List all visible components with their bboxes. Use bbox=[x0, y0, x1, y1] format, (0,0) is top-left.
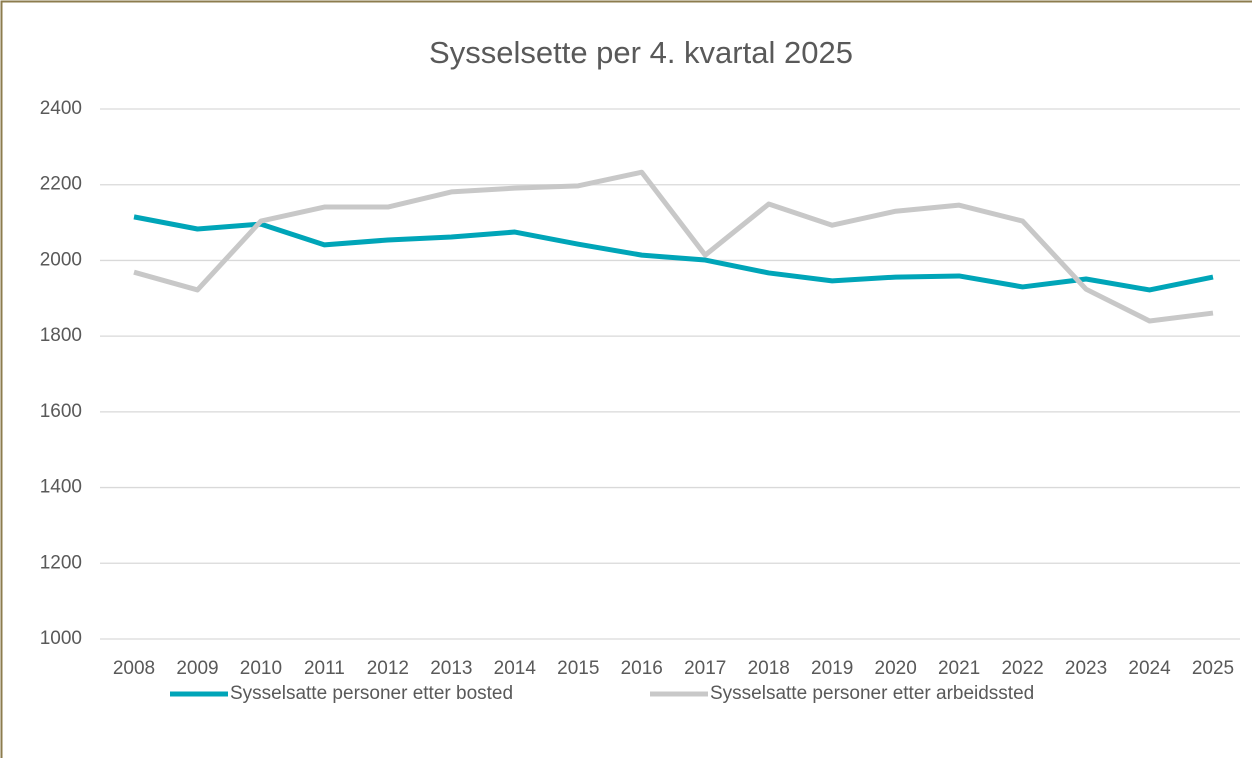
legend-label: Sysselsatte personer etter arbeidssted bbox=[710, 683, 1034, 704]
chart-title: Sysselsette per 4. kvartal 2025 bbox=[429, 35, 853, 70]
x-tick-label: 2011 bbox=[304, 658, 345, 679]
x-tick-label: 2019 bbox=[811, 658, 853, 679]
y-tick-label: 2400 bbox=[40, 98, 82, 119]
y-tick-label: 1400 bbox=[40, 477, 82, 498]
x-tick-label: 2013 bbox=[430, 658, 472, 679]
x-tick-label: 2024 bbox=[1128, 658, 1171, 679]
x-tick-label: 2017 bbox=[684, 658, 726, 679]
y-tick-label: 2200 bbox=[40, 174, 82, 195]
x-tick-label: 2025 bbox=[1192, 658, 1234, 679]
y-tick-label: 1200 bbox=[40, 552, 82, 573]
x-tick-label: 2008 bbox=[113, 658, 155, 679]
y-tick-label: 1600 bbox=[40, 401, 82, 422]
y-tick-label: 1800 bbox=[40, 325, 82, 346]
y-tick-label: 1000 bbox=[40, 628, 82, 649]
x-tick-label: 2016 bbox=[621, 658, 663, 679]
x-tick-label: 2018 bbox=[748, 658, 790, 679]
legend-label: Sysselsatte personer etter bosted bbox=[230, 683, 513, 704]
x-tick-label: 2023 bbox=[1065, 658, 1107, 679]
series-line bbox=[133, 214, 1214, 293]
x-tick-label: 2015 bbox=[557, 658, 599, 679]
x-tick-label: 2010 bbox=[240, 658, 282, 679]
x-tick-label: 2021 bbox=[938, 658, 980, 679]
x-tick-label: 2020 bbox=[875, 658, 917, 679]
x-tick-label: 2014 bbox=[494, 658, 537, 679]
x-tick-label: 2009 bbox=[176, 658, 218, 679]
x-tick-label: 2012 bbox=[367, 658, 409, 679]
series-line bbox=[133, 169, 1214, 324]
y-tick-label: 2000 bbox=[40, 249, 82, 270]
x-tick-label: 2022 bbox=[1001, 658, 1043, 679]
